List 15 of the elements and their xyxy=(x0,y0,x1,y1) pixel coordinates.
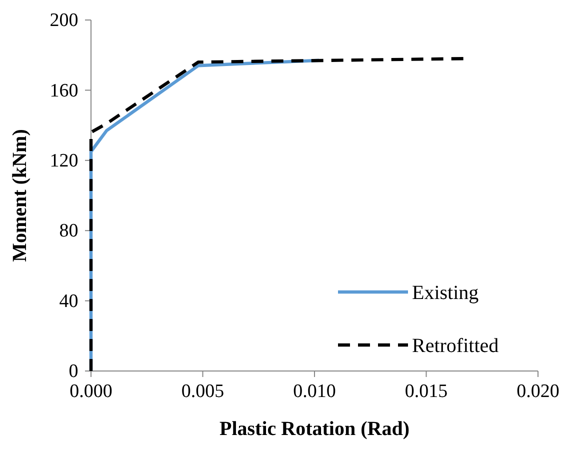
y-tick-label: 80 xyxy=(59,220,78,242)
x-axis-title: Plastic Rotation (Rad) xyxy=(220,418,410,440)
x-tick-label: 0.000 xyxy=(70,381,112,402)
y-axis-title: Moment (kNm) xyxy=(9,129,31,262)
legend-label: Retrofitted xyxy=(412,335,499,357)
y-tick-label: 0 xyxy=(68,361,78,382)
y-tick-label: 40 xyxy=(59,290,78,312)
x-tick-label: 0.010 xyxy=(293,381,336,402)
y-tick-label: 120 xyxy=(50,150,78,172)
y-tick-label: 160 xyxy=(50,80,78,102)
x-tick-label: 0.015 xyxy=(404,381,448,402)
x-tick-label: 0.005 xyxy=(181,381,224,402)
x-tick-label: 0.020 xyxy=(516,381,560,402)
legend-label: Existing xyxy=(412,282,479,304)
y-tick-label: 200 xyxy=(50,10,78,32)
